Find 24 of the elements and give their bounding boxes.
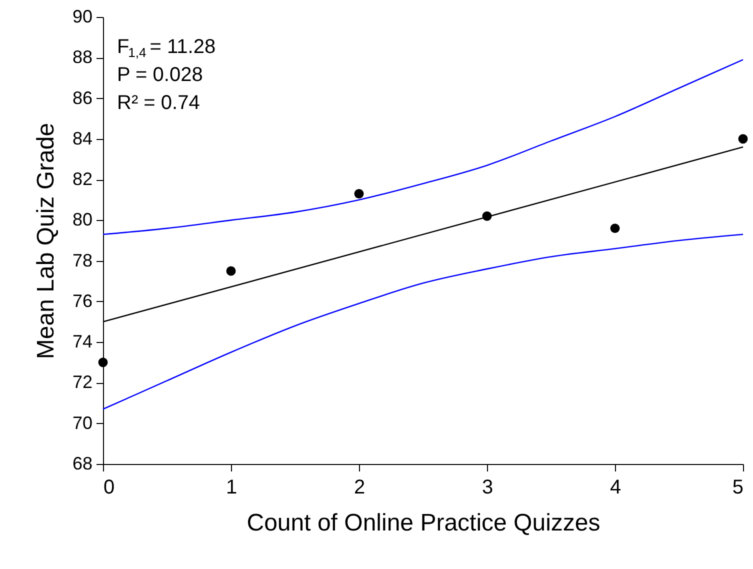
y-tick-label: 84 [72, 128, 92, 148]
y-tick-label: 88 [72, 47, 92, 68]
y-tick-label: 68 [72, 454, 92, 474]
y-tick-label: 72 [72, 372, 92, 392]
x-tick-label: 5 [732, 476, 744, 498]
y-tick-label: 82 [72, 169, 92, 190]
y-tick-label: 70 [72, 412, 92, 433]
y-axis-title: Mean Lab Quiz Grade [32, 122, 60, 360]
y-tick-label: 76 [72, 290, 92, 311]
x-tick-label: 2 [354, 476, 366, 498]
x-tick-label: 4 [610, 476, 622, 498]
x-tick-label: 1 [226, 476, 238, 498]
x-tick-label: 3 [482, 476, 494, 498]
y-tick-label: 80 [72, 210, 92, 230]
annotation: R² = 0.74 [117, 92, 200, 114]
y-tick-label: 90 [72, 6, 92, 26]
y-tick-label: 86 [72, 88, 92, 108]
line-series [102, 234, 744, 410]
x-tick-label: 0 [104, 476, 115, 498]
y-tick-label: 74 [72, 332, 92, 352]
x-axis-title: Count of Online Practice Quizzes [246, 510, 600, 536]
line-series [102, 59, 744, 236]
y-tick-label: 78 [72, 250, 92, 270]
annotation: P = 0.028 [117, 64, 203, 86]
